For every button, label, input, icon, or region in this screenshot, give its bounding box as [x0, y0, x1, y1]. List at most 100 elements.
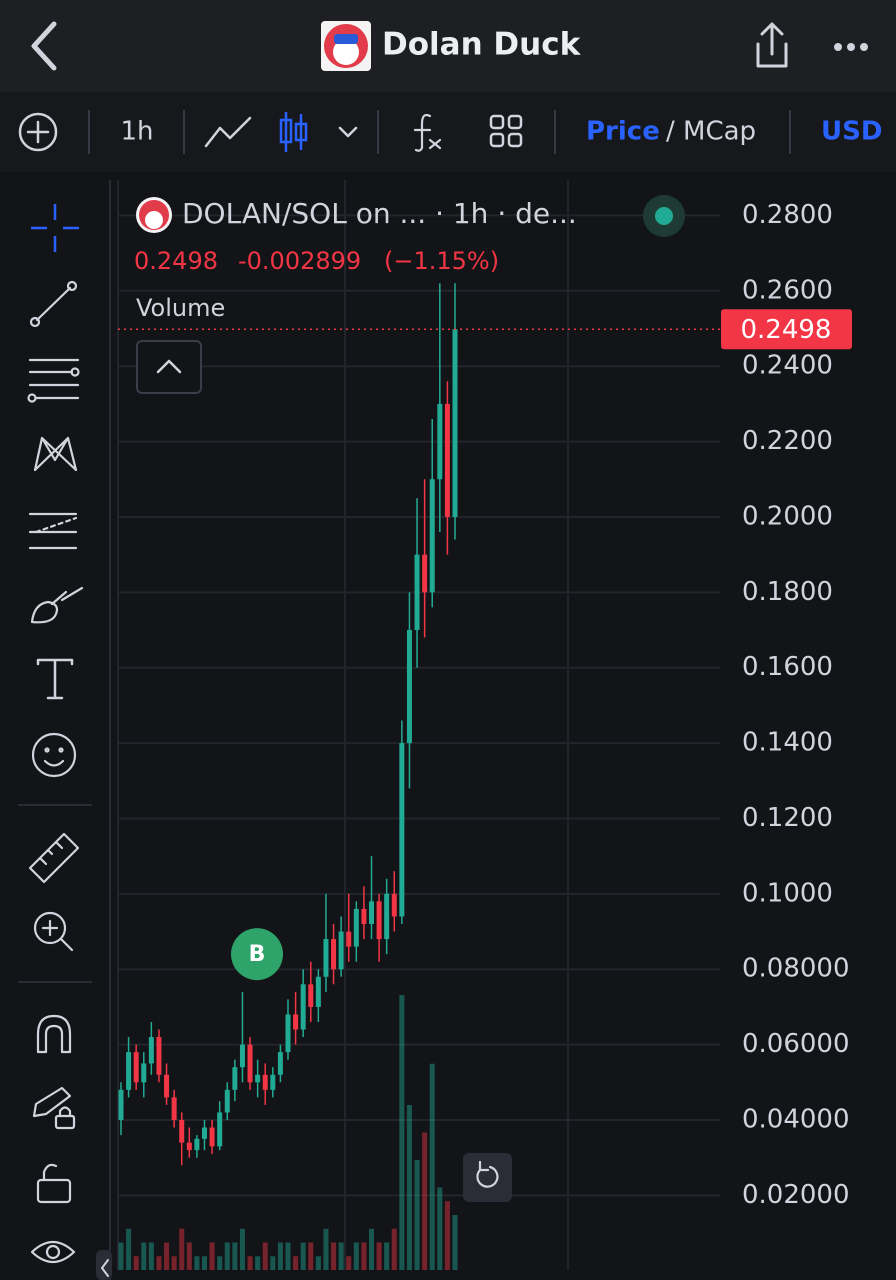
price-toggle[interactable]: Price	[586, 117, 660, 147]
volume-bar	[315, 1256, 321, 1270]
page-title: Dolan Duck	[382, 27, 582, 63]
lock-drawing-tool[interactable]	[32, 1086, 76, 1130]
y-tick-label: 0.2800	[742, 200, 833, 230]
candle-body	[444, 403, 450, 517]
volume-label: Volume	[136, 294, 225, 322]
fib-tool[interactable]	[27, 358, 80, 403]
volume-bar	[414, 1160, 420, 1270]
trend-line-tool[interactable]	[29, 280, 78, 328]
volume-bar	[239, 1228, 245, 1270]
back-button[interactable]	[31, 21, 57, 71]
volume-bar	[171, 1256, 177, 1270]
collapse-tools[interactable]	[96, 1250, 112, 1280]
volume-bar	[338, 1242, 344, 1270]
candle-body	[126, 1052, 132, 1090]
candle-body	[414, 554, 420, 631]
chart-type-dropdown[interactable]	[338, 126, 358, 138]
add-indicator-button[interactable]	[18, 112, 58, 152]
candle-body	[331, 939, 337, 970]
buy-marker-label: B	[249, 942, 266, 967]
volume-bar	[186, 1242, 192, 1270]
line-chart-button[interactable]	[204, 116, 252, 148]
volume-bar	[156, 1256, 162, 1270]
toolbar	[0, 92, 896, 172]
candle-body	[202, 1127, 207, 1139]
collapse-legend-button[interactable]	[136, 340, 202, 394]
status-dot	[655, 207, 673, 225]
candle-body	[376, 901, 382, 940]
volume-bar	[346, 1256, 352, 1270]
y-tick-label: 0.2200	[742, 426, 833, 456]
y-tick-label: 0.1000	[742, 878, 833, 908]
volume-bar	[422, 1132, 428, 1270]
volume-bar	[209, 1242, 215, 1270]
candle-body	[239, 1044, 245, 1068]
zoom-tool[interactable]	[33, 911, 74, 952]
price-change-pct: (−1.15%)	[384, 247, 499, 275]
candle-chart-button[interactable]	[279, 112, 308, 152]
share-button[interactable]	[756, 22, 788, 68]
candle-body	[437, 403, 443, 480]
legend: DOLAN/SOL on ... · 1h · de... 0.2498 -0.…	[134, 195, 685, 394]
layout-button[interactable]	[489, 114, 523, 148]
mcap-toggle[interactable]: / MCap	[666, 117, 756, 147]
candle-body	[141, 1063, 147, 1083]
candle-body	[186, 1142, 192, 1151]
text-tool[interactable]	[36, 658, 74, 700]
candle-body	[452, 329, 458, 517]
last-price: 0.2498	[134, 247, 218, 275]
volume-bar	[406, 1105, 412, 1270]
volume-bar	[452, 1215, 458, 1270]
volume-bar	[217, 1256, 223, 1270]
reset-view-button[interactable]	[463, 1153, 512, 1202]
candle-body	[422, 554, 428, 593]
volume-bar	[141, 1242, 147, 1270]
unlock-tool[interactable]	[36, 1163, 72, 1204]
forecast-tool[interactable]	[28, 512, 78, 550]
candle-body	[224, 1089, 230, 1113]
volume-bar	[118, 1242, 124, 1270]
volume-bar	[293, 1256, 299, 1270]
candle-body	[399, 743, 405, 917]
volume-bar	[384, 1242, 390, 1270]
volume-bar	[255, 1256, 261, 1270]
y-tick-label: 0.1400	[742, 728, 833, 758]
volume-bar	[277, 1242, 283, 1270]
candle-body	[406, 630, 412, 744]
candle-body	[369, 901, 374, 925]
volume-bar	[194, 1256, 200, 1270]
indicators-button[interactable]	[413, 113, 442, 152]
currency-toggle[interactable]: USD	[821, 117, 882, 147]
pattern-tool[interactable]	[33, 436, 78, 472]
candle-body	[270, 1074, 276, 1090]
candle-body	[118, 1089, 124, 1120]
volume-bar	[262, 1242, 268, 1270]
brush-tool[interactable]	[30, 586, 84, 624]
y-tick-label: 0.08000	[742, 954, 850, 984]
candle-body	[133, 1052, 139, 1083]
crosshair-tool[interactable]	[31, 204, 79, 252]
magnet-tool[interactable]	[36, 1014, 72, 1054]
measure-tool[interactable]	[28, 832, 80, 884]
symbol-title: DOLAN/SOL on ... · 1h · de...	[182, 197, 577, 230]
candle-body	[194, 1138, 200, 1151]
interval-button[interactable]: 1h	[120, 117, 153, 147]
more-button[interactable]	[834, 43, 868, 51]
hide-tool[interactable]	[30, 1240, 76, 1264]
candle-body	[293, 1014, 299, 1030]
chart: 0.2800 0.2600 0.2400 0.2200 0.2000 0.1800 0.16…	[117, 180, 852, 1270]
candle-body	[232, 1067, 238, 1090]
volume-bar	[391, 1228, 397, 1270]
volume-bar	[202, 1256, 207, 1270]
candle-body	[285, 1014, 291, 1053]
volume-bar	[376, 1242, 382, 1270]
volume-bar	[232, 1242, 238, 1270]
volume-bar	[399, 995, 405, 1270]
volume-bar	[323, 1228, 329, 1270]
emoji-tool[interactable]	[31, 732, 77, 778]
y-tick-label: 0.1200	[742, 803, 833, 833]
candle-body	[164, 1074, 170, 1098]
volume-bar	[224, 1242, 230, 1270]
candle-body	[308, 984, 314, 1007]
